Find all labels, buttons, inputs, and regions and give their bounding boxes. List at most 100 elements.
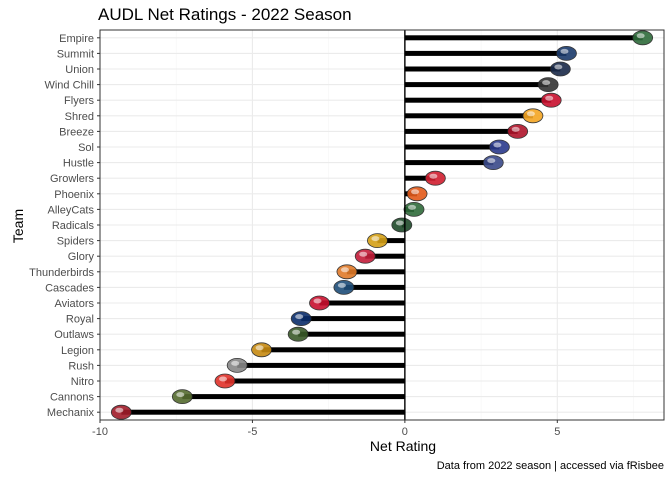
y-tick-label: Thunderbirds [29, 267, 94, 279]
bar-outlaws [298, 331, 405, 337]
team-logo-shred [522, 108, 544, 124]
logo-highlight [545, 95, 554, 101]
logo-highlight [176, 392, 185, 398]
team-logo-growlers [424, 170, 446, 186]
bar-summit [404, 50, 567, 56]
team-logo-cascades [333, 279, 355, 295]
bar-flyers [404, 97, 552, 103]
x-axis-label: Net Rating [369, 438, 437, 454]
bar-rush [237, 362, 405, 368]
team-logo-markers [110, 30, 654, 420]
logo-highlight [560, 48, 569, 54]
y-tick-label: Spiders [57, 236, 95, 248]
x-tick-label: 0 [402, 426, 408, 438]
bar-union [404, 66, 561, 72]
team-logo-phoenix [406, 186, 428, 202]
logo-highlight [340, 267, 349, 273]
y-tick-label: Legion [61, 345, 94, 357]
bar-spiders [377, 238, 405, 244]
y-tick-label: Flyers [64, 95, 94, 107]
team-logo-legion [251, 342, 272, 358]
bar-growlers [404, 175, 436, 181]
logo-highlight [395, 220, 404, 226]
y-tick-label: Cannons [50, 392, 95, 404]
y-tick-label: Mechanix [47, 407, 95, 419]
logo-highlight [231, 360, 240, 366]
logo-highlight [487, 158, 496, 164]
y-tick-label: Growlers [50, 173, 95, 185]
team-logo-empire [632, 30, 654, 46]
team-logo-royal [290, 311, 312, 327]
grid-lines [99, 30, 664, 420]
x-axis: -10 -5 0 5 [92, 420, 560, 438]
chart-title: AUDL Net Ratings - 2022 Season [98, 5, 352, 24]
x-tick-label: 5 [554, 426, 560, 438]
y-tick-label: Cascades [45, 282, 94, 294]
team-logo-alleycats [403, 201, 425, 217]
y-tick-label: Summit [57, 48, 94, 60]
bar-cannons [182, 394, 405, 400]
bar-breeze [404, 128, 518, 134]
logo-highlight [554, 64, 563, 70]
bar-empire [404, 35, 643, 41]
bar-glory [365, 253, 405, 259]
y-tick-label: Outlaws [54, 329, 94, 341]
logo-highlight [511, 126, 520, 132]
y-tick-label: Glory [68, 251, 95, 263]
logo-highlight [429, 173, 438, 179]
logo-highlight [636, 33, 645, 39]
y-tick-label: AlleyCats [48, 204, 95, 216]
bar-series [121, 35, 643, 415]
team-logo-flyers [540, 92, 562, 108]
logo-highlight [313, 298, 322, 304]
logo-highlight [359, 251, 368, 257]
y-tick-label: Union [65, 64, 94, 76]
team-logo-aviators [309, 295, 330, 311]
logo-highlight [408, 204, 417, 210]
bar-cascades [343, 284, 405, 290]
y-tick-label: Nitro [71, 376, 94, 388]
team-logo-radicals [391, 217, 413, 233]
y-tick-label: Hustle [63, 158, 94, 170]
logo-highlight [337, 282, 346, 288]
y-tick-label: Sol [78, 142, 94, 154]
team-logo-wind-chill [537, 77, 559, 92]
team-logo-mechanix [110, 404, 132, 420]
logo-highlight [371, 236, 380, 242]
bar-aviators [319, 300, 405, 306]
team-logo-breeze [507, 123, 529, 139]
team-logo-thunderbirds [336, 264, 358, 280]
team-logo-outlaws [287, 326, 309, 342]
y-tick-label: Royal [66, 314, 94, 326]
bar-mechanix [121, 409, 405, 415]
y-tick-label: Aviators [54, 298, 94, 310]
bar-nitro [224, 378, 405, 384]
team-logo-spiders [367, 233, 388, 249]
y-tick-label: Shred [65, 111, 94, 123]
bar-thunderbirds [346, 269, 405, 275]
y-tick-label: Radicals [52, 220, 95, 232]
bar-wind-chill [404, 82, 549, 88]
x-tick-label: -10 [92, 426, 108, 438]
logo-highlight [255, 345, 264, 351]
bar-hustle [404, 160, 494, 166]
logo-highlight [295, 314, 304, 320]
team-logo-sol [488, 139, 510, 155]
chart-caption: Data from 2022 season | accessed via fRi… [436, 460, 664, 472]
x-tick-label: -5 [248, 426, 258, 438]
y-tick-label: Empire [59, 33, 94, 45]
y-axis-label: Team [10, 208, 26, 244]
logo-highlight [218, 376, 227, 382]
team-logo-nitro [214, 373, 236, 389]
y-tick-label: Wind Chill [44, 80, 94, 92]
team-logo-rush [226, 357, 248, 373]
y-tick-label: Breeze [59, 126, 94, 138]
team-logo-hustle [482, 155, 504, 171]
logo-highlight [411, 189, 420, 195]
team-logo-cannons [171, 389, 193, 405]
team-logo-union [549, 61, 571, 77]
bar-royal [301, 316, 405, 322]
team-logo-summit [556, 46, 577, 61]
bar-shred [404, 113, 533, 119]
